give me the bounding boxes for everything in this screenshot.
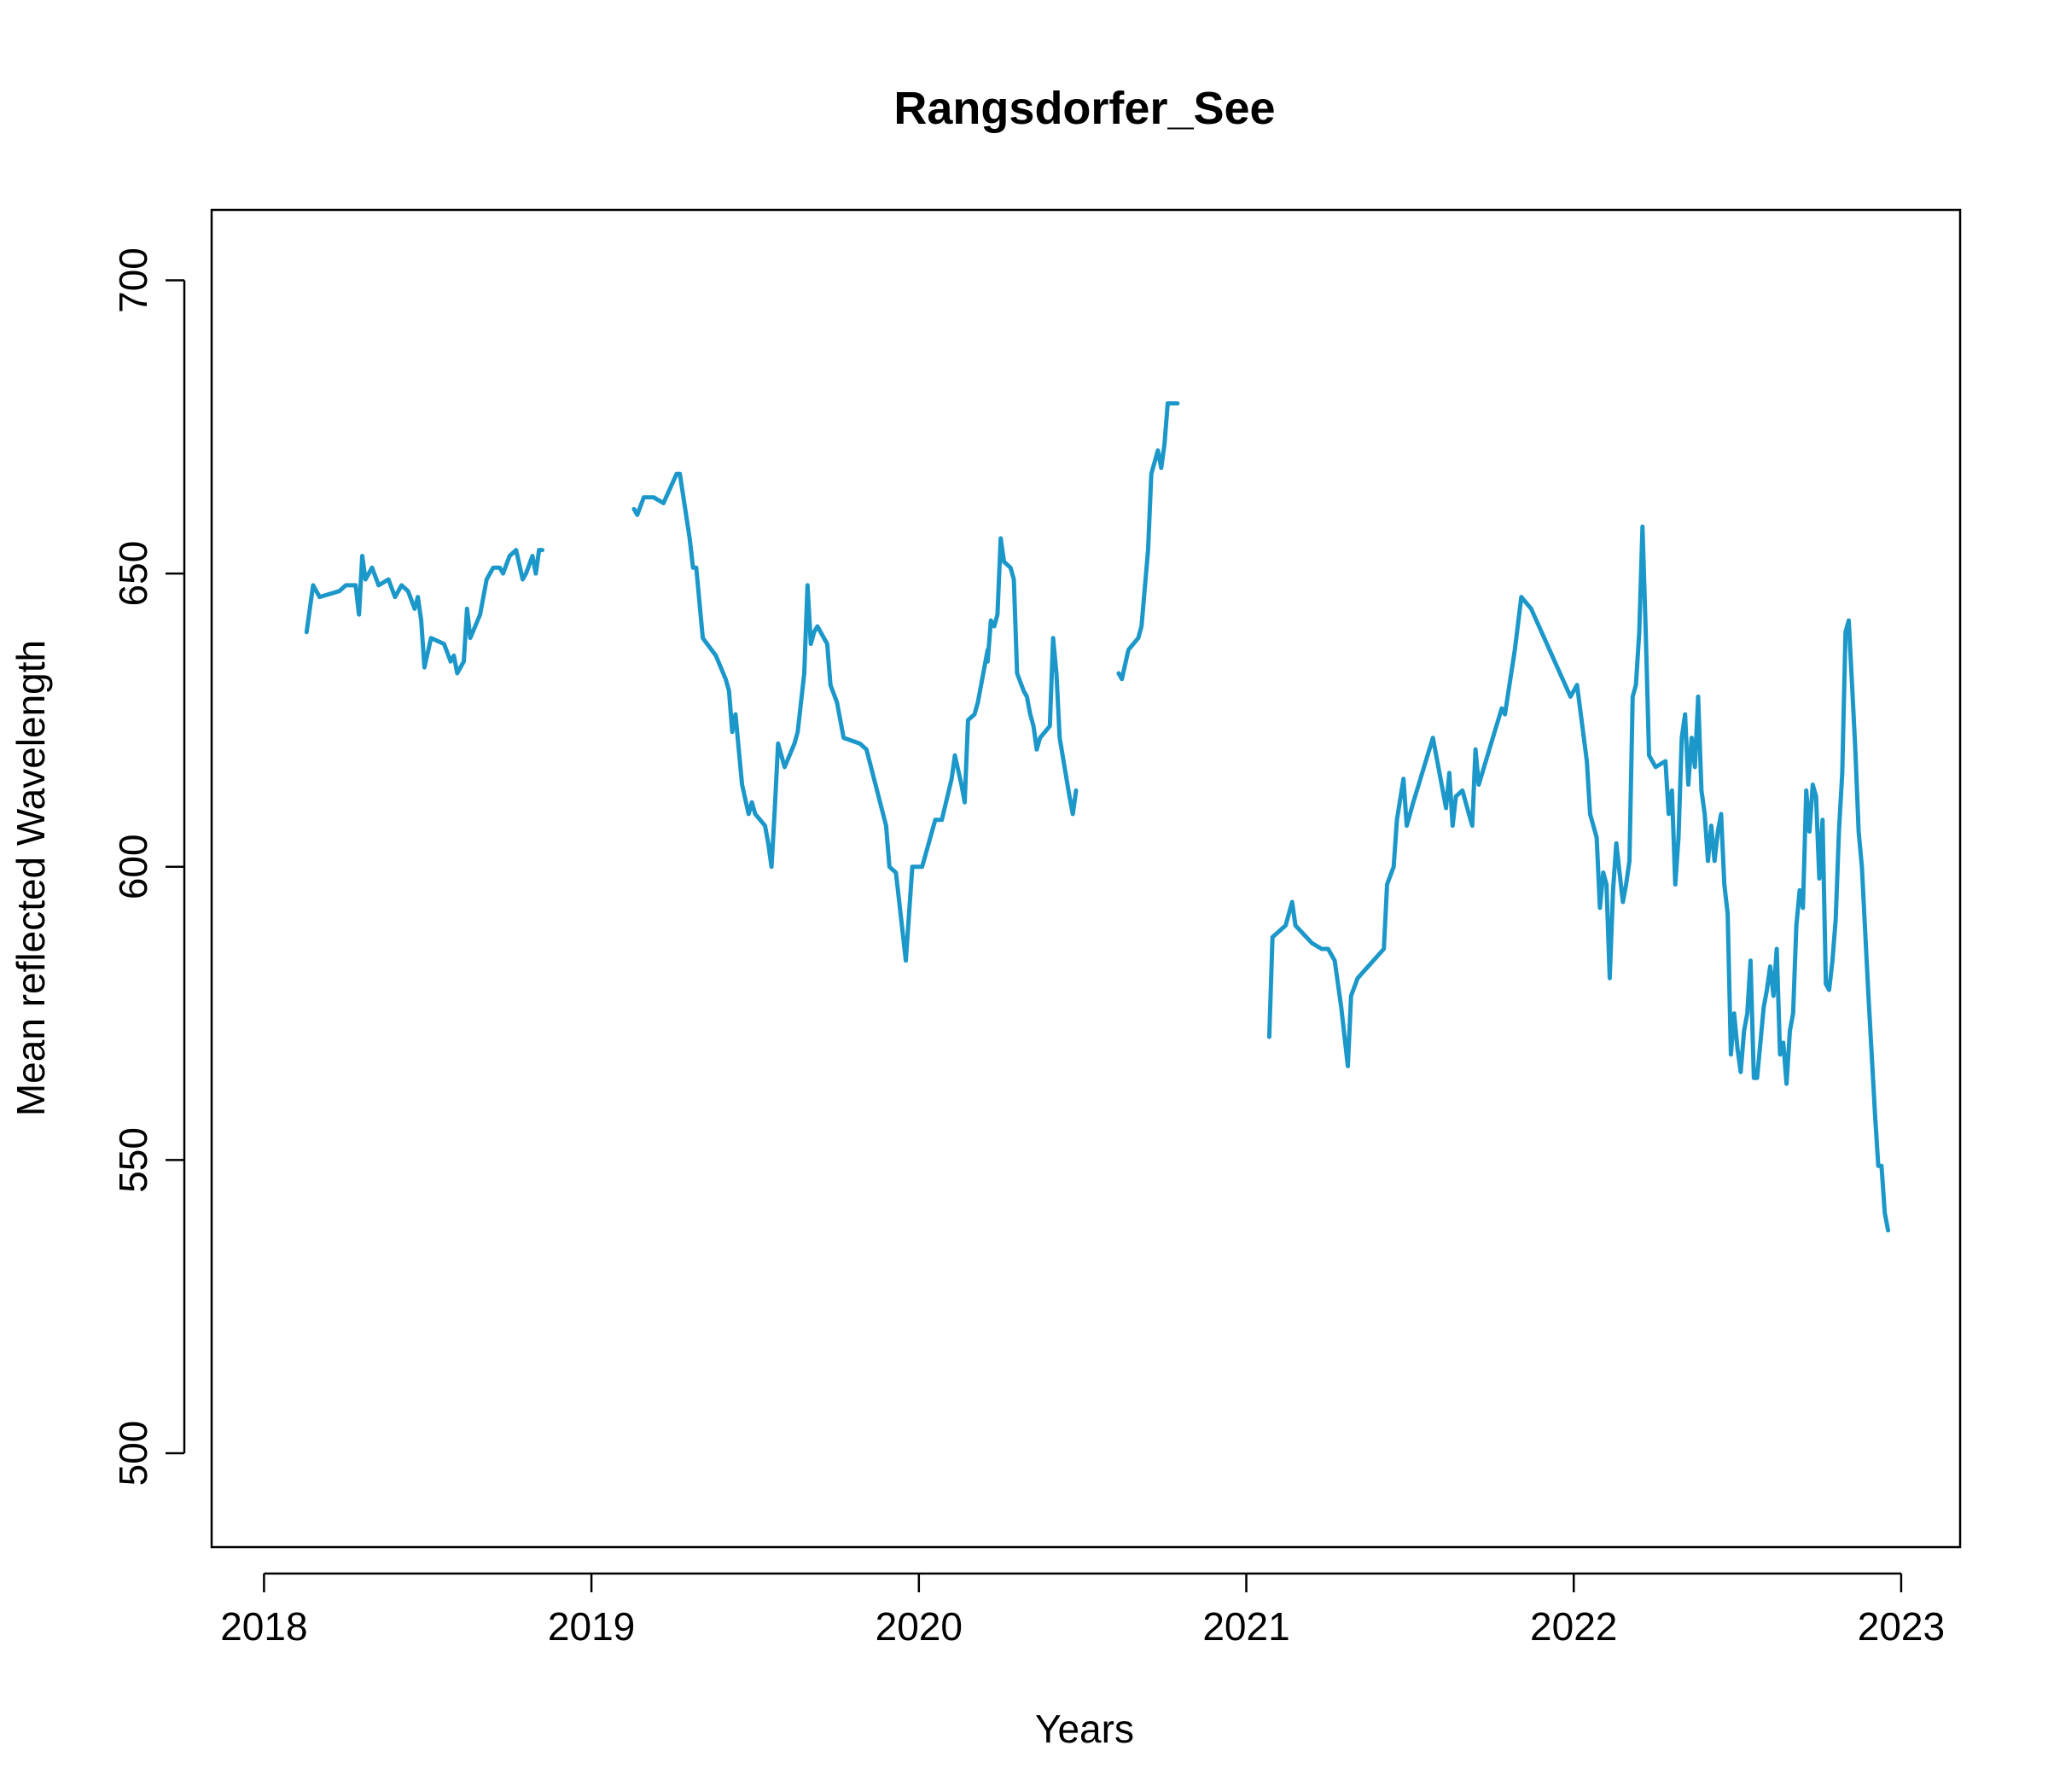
y-tick-label: 600: [111, 834, 155, 899]
x-tick-label: 2023: [1858, 1604, 1945, 1649]
x-tick-label: 2020: [876, 1604, 963, 1649]
series-line-segment-2: [631, 471, 1079, 963]
y-tick-label: 550: [111, 1127, 155, 1193]
y-axis-label: Mean reflected Wavelength: [9, 640, 53, 1116]
x-tick-label: 2022: [1530, 1604, 1617, 1649]
y-tick-label: 700: [111, 247, 155, 313]
x-axis: 2018 2019 2020 2021 2022 2023: [220, 1572, 1945, 1649]
chart-title: Rangsdorfer_See: [893, 83, 1275, 134]
x-tick-label: 2018: [220, 1604, 307, 1649]
x-tick-label: 2021: [1202, 1604, 1289, 1649]
y-tick-label: 650: [111, 541, 155, 607]
series-line-segment-4: [1266, 524, 1891, 1233]
y-axis: 500 550 600 650 700: [111, 247, 186, 1487]
plot-box: [210, 208, 1962, 1549]
x-axis-label: Years: [1035, 1707, 1134, 1751]
series-layer: [304, 401, 1891, 1233]
y-tick-label: 500: [111, 1421, 155, 1487]
series-line-segment-3: [1116, 401, 1180, 682]
series-line-segment-1: [304, 548, 544, 676]
x-tick-label: 2019: [548, 1604, 635, 1649]
